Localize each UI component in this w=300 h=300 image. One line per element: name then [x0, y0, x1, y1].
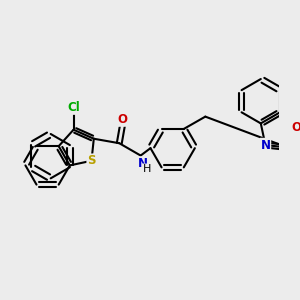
Text: O: O [292, 121, 300, 134]
Text: S: S [87, 154, 96, 167]
Text: H: H [142, 164, 151, 174]
Text: N: N [260, 139, 270, 152]
Text: O: O [118, 113, 128, 126]
Text: N: N [137, 157, 148, 170]
Text: Cl: Cl [67, 101, 80, 114]
